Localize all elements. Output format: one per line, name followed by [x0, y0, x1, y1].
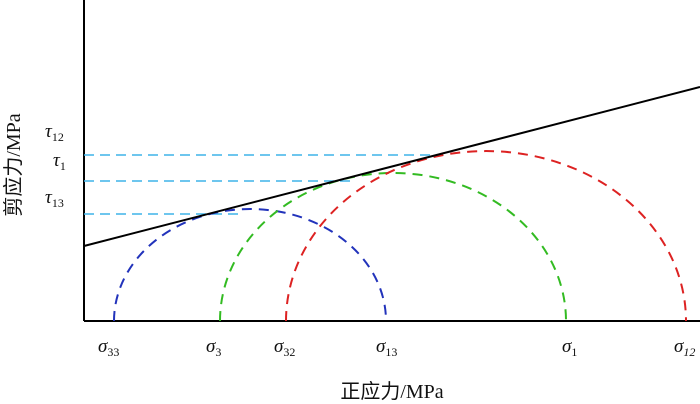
x-axis-title: 正应力/MPa: [340, 380, 443, 403]
sigma3-label: σ3: [206, 336, 221, 359]
circle-sigma3-sigma1: [219, 172, 567, 322]
y-axis-title: 剪应力/MPa: [2, 113, 25, 216]
sigma33-label: σ33: [98, 336, 119, 359]
sigma1-label: σ1: [562, 336, 577, 359]
sigma12-label: σ12: [674, 336, 695, 359]
strength-envelope-line: [83, 86, 700, 247]
circle-sigma32-sigma12: [285, 150, 687, 322]
sigma13-label: σ13: [376, 336, 397, 359]
sigma32-label: σ32: [274, 336, 295, 359]
tau12-label: τ12: [45, 121, 64, 144]
tau1-label: τ1: [53, 150, 66, 173]
tau13-label: τ13: [45, 187, 64, 210]
circle-sigma33-sigma13: [113, 208, 387, 322]
